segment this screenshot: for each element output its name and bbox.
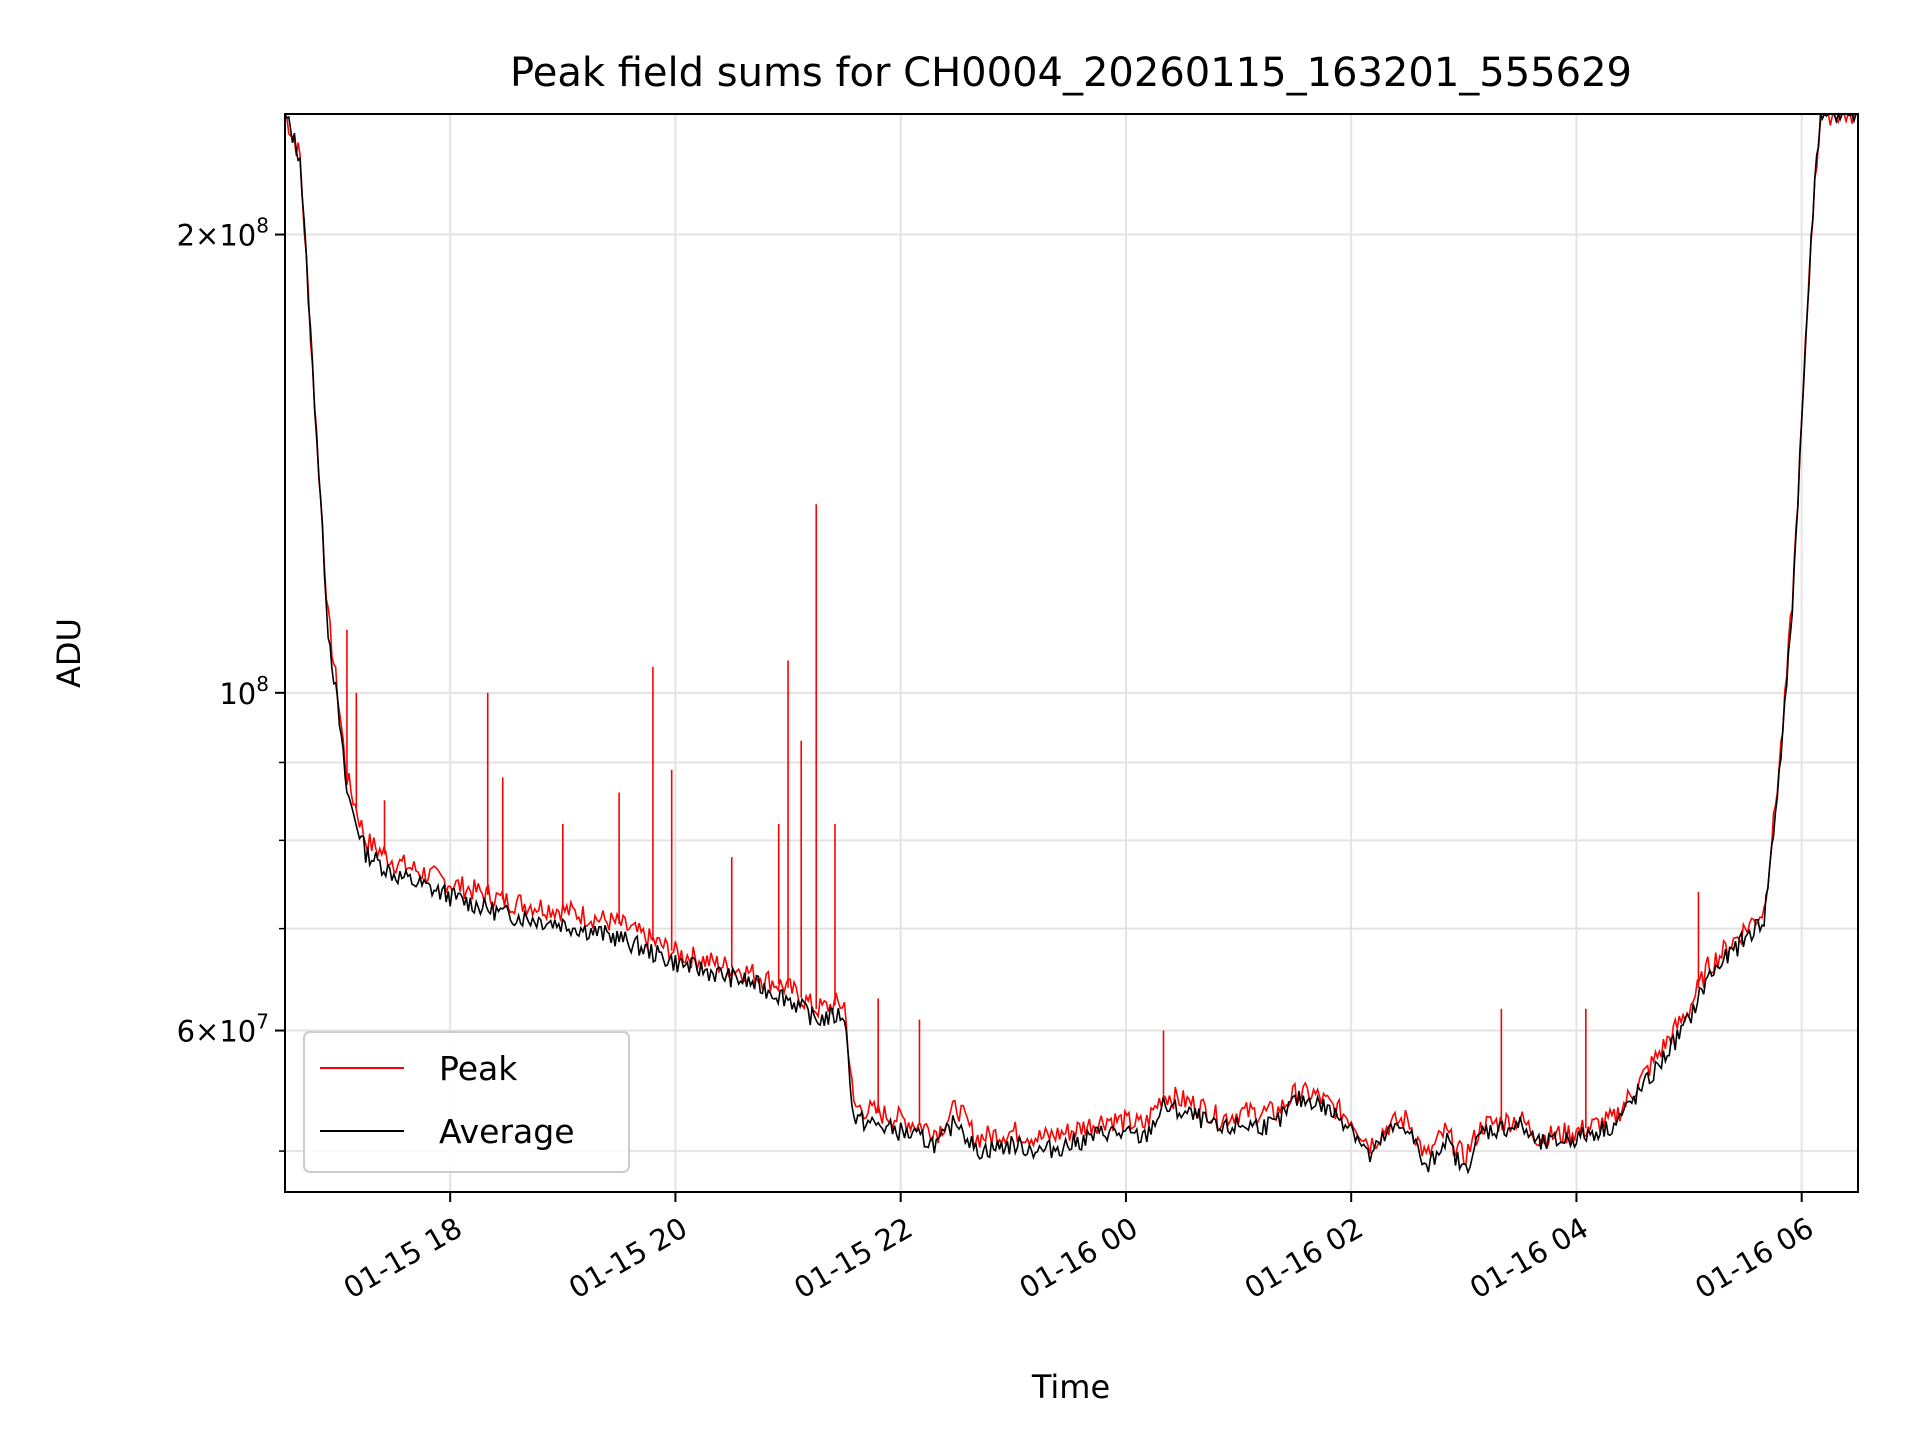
- series-average-line: [284, 112, 1858, 1175]
- legend: Peak Average: [303, 1031, 630, 1173]
- series-layer: [284, 112, 1858, 1175]
- y-axis-label: ADU: [50, 618, 88, 688]
- x-axis-label: Time: [1031, 1368, 1110, 1406]
- y-tick-label: 6×107: [177, 1010, 269, 1049]
- chart-title: Peak field sums for CH0004_20260115_1632…: [510, 50, 1632, 96]
- legend-average-label: Average: [439, 1112, 575, 1151]
- legend-peak-label: Peak: [439, 1049, 518, 1088]
- grid: [285, 114, 1858, 1192]
- y-tick-label: 2×108: [177, 214, 269, 253]
- plot-frame: [284, 113, 1859, 1193]
